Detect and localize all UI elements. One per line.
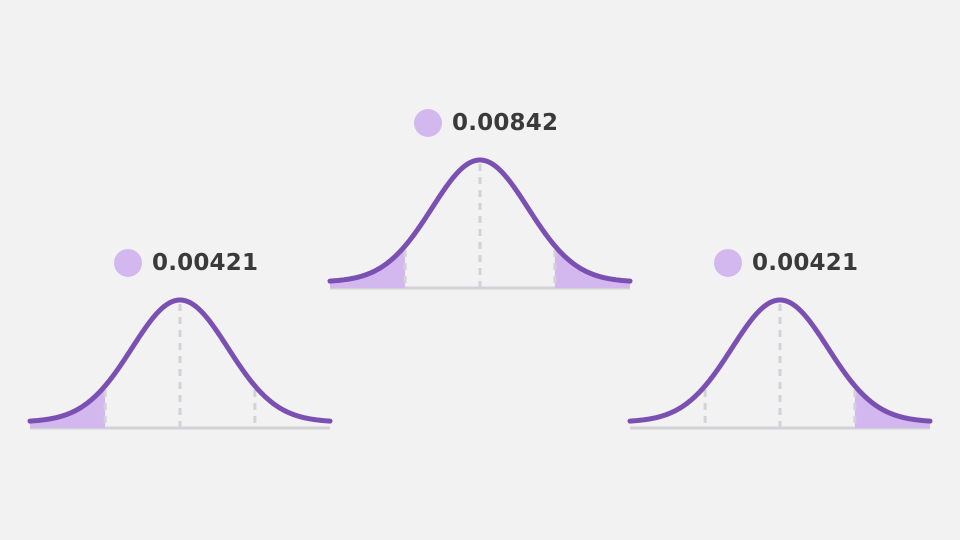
right-tail-area (554, 245, 630, 288)
center-distribution-curve (327, 157, 633, 290)
right-value-label: 0.00421 (714, 248, 858, 278)
left-tail-area (30, 386, 106, 428)
density-curve (327, 157, 633, 284)
left-value-text: 0.00421 (152, 250, 259, 276)
left-distribution-curve (27, 297, 333, 430)
right-value-text: 0.00421 (752, 250, 859, 276)
center-value-dot (414, 109, 442, 137)
density-curve (27, 297, 333, 424)
right-value-dot (714, 249, 742, 277)
right-distribution-curve (627, 297, 933, 430)
center-value-label: 0.00842 (414, 108, 558, 138)
right-tail-area (854, 385, 930, 428)
left-value-label: 0.00421 (114, 248, 258, 278)
density-curve (627, 297, 933, 424)
center-value-text: 0.00842 (452, 110, 559, 136)
left-tail-area (330, 246, 406, 288)
left-value-dot (114, 249, 142, 277)
